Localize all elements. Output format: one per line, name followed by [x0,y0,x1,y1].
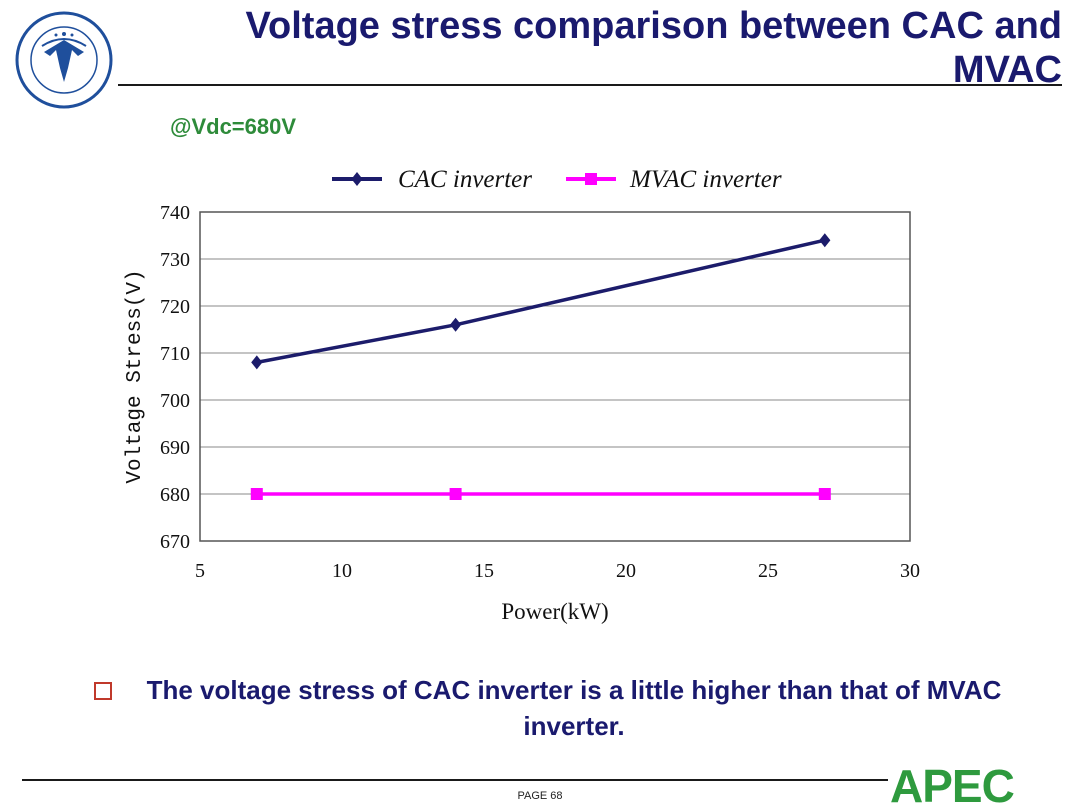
university-logo [15,11,113,109]
condition-label: @Vdc=680V [170,114,297,139]
x-tick-label: 10 [332,560,352,582]
title-divider [118,84,1062,86]
y-axis-label: Voltage Stress(V) [124,269,147,483]
bullet-text: The voltage stress of CAC inverter is a … [146,675,1002,741]
x-tick-labels: 5 10 15 20 25 30 [195,560,920,582]
y-tick-label: 670 [160,531,190,553]
legend-label: MVAC inverter [629,166,782,193]
y-tick-label: 700 [160,390,190,412]
y-tick-label: 710 [160,343,190,365]
slide-title: Voltage stress comparison between CAC an… [245,5,1063,91]
data-point [819,233,831,248]
x-tick-label: 20 [616,560,636,582]
y-tick-labels: 670 680 690 700 710 720 730 740 [160,202,190,553]
data-point [450,317,462,332]
data-point [818,488,831,500]
series-mvac-inverter [250,488,831,500]
y-tick-label: 730 [160,249,190,271]
x-tick-label: 15 [474,560,494,582]
footer-divider [22,779,888,781]
series-lines [250,233,831,500]
y-tick-label: 720 [160,296,190,318]
x-tick-label: 5 [195,560,205,582]
grid-lines [200,258,910,495]
bullet-box-icon [94,682,112,700]
apec-logo: APEC [890,760,1015,812]
x-tick-label: 30 [900,560,920,582]
plot-frame [199,211,911,542]
x-axis-label: Power(kW) [501,599,608,624]
page-number: PAGE 68 [517,790,563,802]
legend-label: CAC inverter [398,166,532,193]
series-cac-inverter [251,233,831,370]
x-tick-label: 25 [758,560,778,582]
legend-item: CAC inverter [332,166,532,193]
data-point [251,355,263,370]
y-tick-label: 740 [160,202,190,224]
y-tick-label: 690 [160,437,190,459]
voltage-stress-chart: 670 680 690 700 710 720 730 740 5 10 15 20 25 30 CAC… [124,166,920,624]
bullet-point: The voltage stress of CAC inverter is a … [90,672,1050,744]
legend: CAC inverter MVAC inverter [332,166,782,193]
data-point [351,172,363,186]
data-point [449,488,462,500]
data-point [585,173,597,185]
data-point [250,488,263,500]
legend-item: MVAC inverter [566,166,782,193]
y-tick-label: 680 [160,484,190,506]
